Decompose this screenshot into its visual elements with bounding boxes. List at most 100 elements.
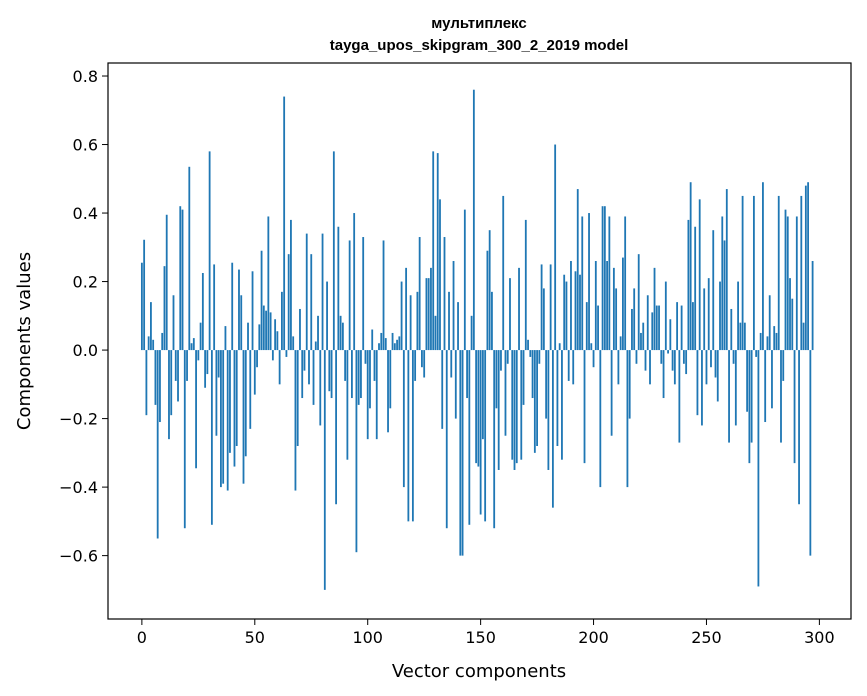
bar	[748, 350, 751, 464]
bar	[378, 343, 380, 351]
bar	[784, 209, 787, 351]
bar	[533, 350, 536, 453]
bar	[283, 96, 286, 351]
bar	[371, 329, 374, 351]
bar	[271, 350, 274, 361]
bar	[163, 266, 166, 351]
bar	[242, 350, 245, 484]
bar	[678, 350, 681, 443]
bar	[206, 350, 209, 375]
bar	[240, 295, 243, 351]
bar	[646, 295, 649, 351]
bar	[432, 151, 435, 351]
bar	[389, 350, 392, 409]
bar	[308, 350, 310, 385]
bar	[719, 281, 721, 351]
bar	[235, 350, 238, 446]
bar	[637, 254, 640, 351]
bar	[427, 278, 430, 351]
bar	[461, 350, 464, 556]
bar	[199, 322, 202, 351]
bar	[220, 350, 222, 488]
bar	[170, 350, 173, 416]
bar	[701, 350, 703, 426]
bar	[811, 261, 814, 351]
bar	[267, 216, 270, 351]
bar	[676, 302, 679, 351]
y-tick-label: −0.6	[59, 547, 98, 566]
bar	[443, 237, 446, 351]
bar	[274, 319, 277, 351]
bar	[161, 332, 164, 351]
bar	[323, 350, 326, 590]
bar	[567, 350, 570, 381]
bar	[423, 350, 426, 378]
bar	[244, 350, 247, 457]
bar	[506, 350, 509, 364]
bar	[294, 350, 297, 491]
bar	[201, 273, 204, 351]
bar	[445, 350, 448, 529]
bar	[685, 350, 688, 375]
bar	[204, 350, 207, 388]
bar	[326, 281, 328, 351]
bar	[159, 350, 161, 423]
x-tick-label: 50	[245, 628, 265, 647]
bar	[314, 341, 317, 351]
bar	[369, 350, 371, 409]
bar	[660, 350, 663, 364]
bar	[303, 350, 306, 371]
bar	[439, 199, 441, 351]
bar	[513, 350, 516, 470]
bar	[168, 350, 170, 440]
bar	[750, 350, 753, 443]
bar	[608, 216, 611, 351]
bar	[217, 350, 220, 378]
bar	[653, 267, 656, 351]
bar	[278, 350, 281, 385]
bar	[165, 214, 168, 351]
bar	[692, 302, 694, 351]
bar	[723, 240, 726, 351]
bar	[764, 350, 767, 423]
bar	[215, 350, 218, 436]
bar	[682, 350, 685, 364]
bar	[766, 336, 769, 351]
x-tick-label: 250	[691, 628, 722, 647]
bar	[504, 350, 507, 436]
bar	[470, 315, 473, 351]
bar	[809, 350, 812, 556]
bar	[425, 278, 428, 351]
bar	[366, 350, 369, 440]
bar	[777, 195, 780, 351]
bar	[195, 350, 197, 469]
bar	[197, 350, 200, 361]
bar	[624, 216, 627, 351]
bar	[258, 324, 261, 351]
bar	[229, 350, 231, 453]
y-tick-label: 0.4	[73, 204, 98, 223]
bar	[572, 350, 575, 385]
bar	[341, 322, 344, 351]
bar	[140, 262, 143, 351]
bar	[299, 308, 301, 351]
bar	[680, 305, 683, 351]
bar	[269, 312, 272, 351]
bar	[590, 343, 593, 351]
bar	[795, 216, 798, 351]
bar	[757, 350, 760, 587]
x-tick-label: 0	[137, 628, 147, 647]
bar	[714, 350, 717, 378]
y-tick-label: 0.0	[73, 341, 98, 360]
bar	[626, 350, 629, 488]
bar	[741, 195, 744, 351]
bar	[375, 350, 378, 440]
x-tick-label: 300	[804, 628, 835, 647]
bar	[192, 338, 195, 351]
bar	[782, 350, 785, 381]
bar	[599, 350, 602, 488]
bar	[486, 250, 489, 351]
bar	[640, 332, 642, 351]
y-tick-label: −0.2	[59, 410, 98, 429]
